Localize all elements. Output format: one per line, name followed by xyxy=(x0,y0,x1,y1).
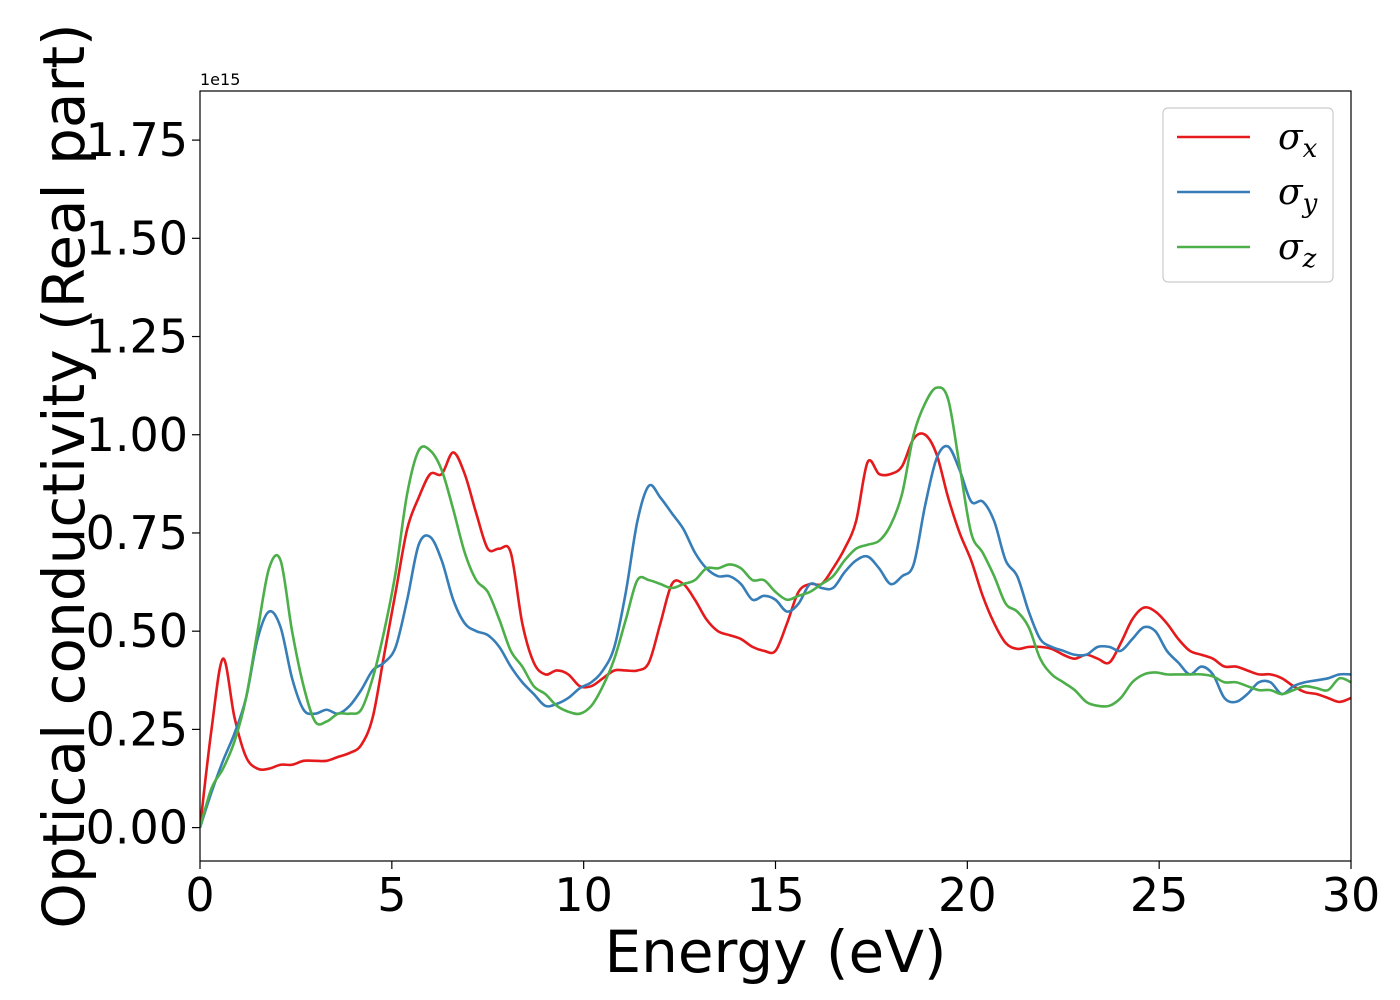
y-tick-label: 1.00 xyxy=(86,408,188,462)
series-line-x xyxy=(200,432,1351,828)
x-tick-label: 25 xyxy=(1130,868,1189,922)
y-tick-label: 0.00 xyxy=(86,801,188,855)
x-tick-label: 20 xyxy=(938,868,997,922)
plot-lines xyxy=(200,386,1351,829)
x-tick-label: 10 xyxy=(554,868,613,922)
y-tick-label: 1.50 xyxy=(86,211,188,265)
series-line-z xyxy=(200,386,1351,828)
y-offset-label: 1e15 xyxy=(200,70,240,89)
y-axis-title: Optical conductivity (Real part) xyxy=(30,23,98,928)
x-tick-label: 30 xyxy=(1322,868,1381,922)
legend: σx σy σz xyxy=(1162,107,1334,283)
legend-label-y: σy xyxy=(1278,172,1318,219)
series-line-y xyxy=(200,444,1351,829)
x-axis: 0 5 10 15 20 25 30 xyxy=(185,861,1380,922)
legend-label-z: σz xyxy=(1278,227,1317,274)
x-axis-title: Energy (eV) xyxy=(604,918,946,986)
legend-label-x: σx xyxy=(1278,117,1318,164)
legend-box xyxy=(1162,107,1334,283)
x-tick-label: 5 xyxy=(377,868,406,922)
y-tick-label: 0.50 xyxy=(86,604,188,658)
y-tick-label: 0.25 xyxy=(86,702,188,756)
x-tick-label: 15 xyxy=(746,868,805,922)
x-tick-label: 0 xyxy=(185,868,214,922)
y-axis: 0.00 0.25 0.50 0.75 1.00 1.25 1.50 1.75 xyxy=(86,113,200,855)
y-tick-label: 1.75 xyxy=(86,113,188,167)
y-tick-label: 1.25 xyxy=(86,310,188,364)
y-tick-label: 0.75 xyxy=(86,506,188,560)
